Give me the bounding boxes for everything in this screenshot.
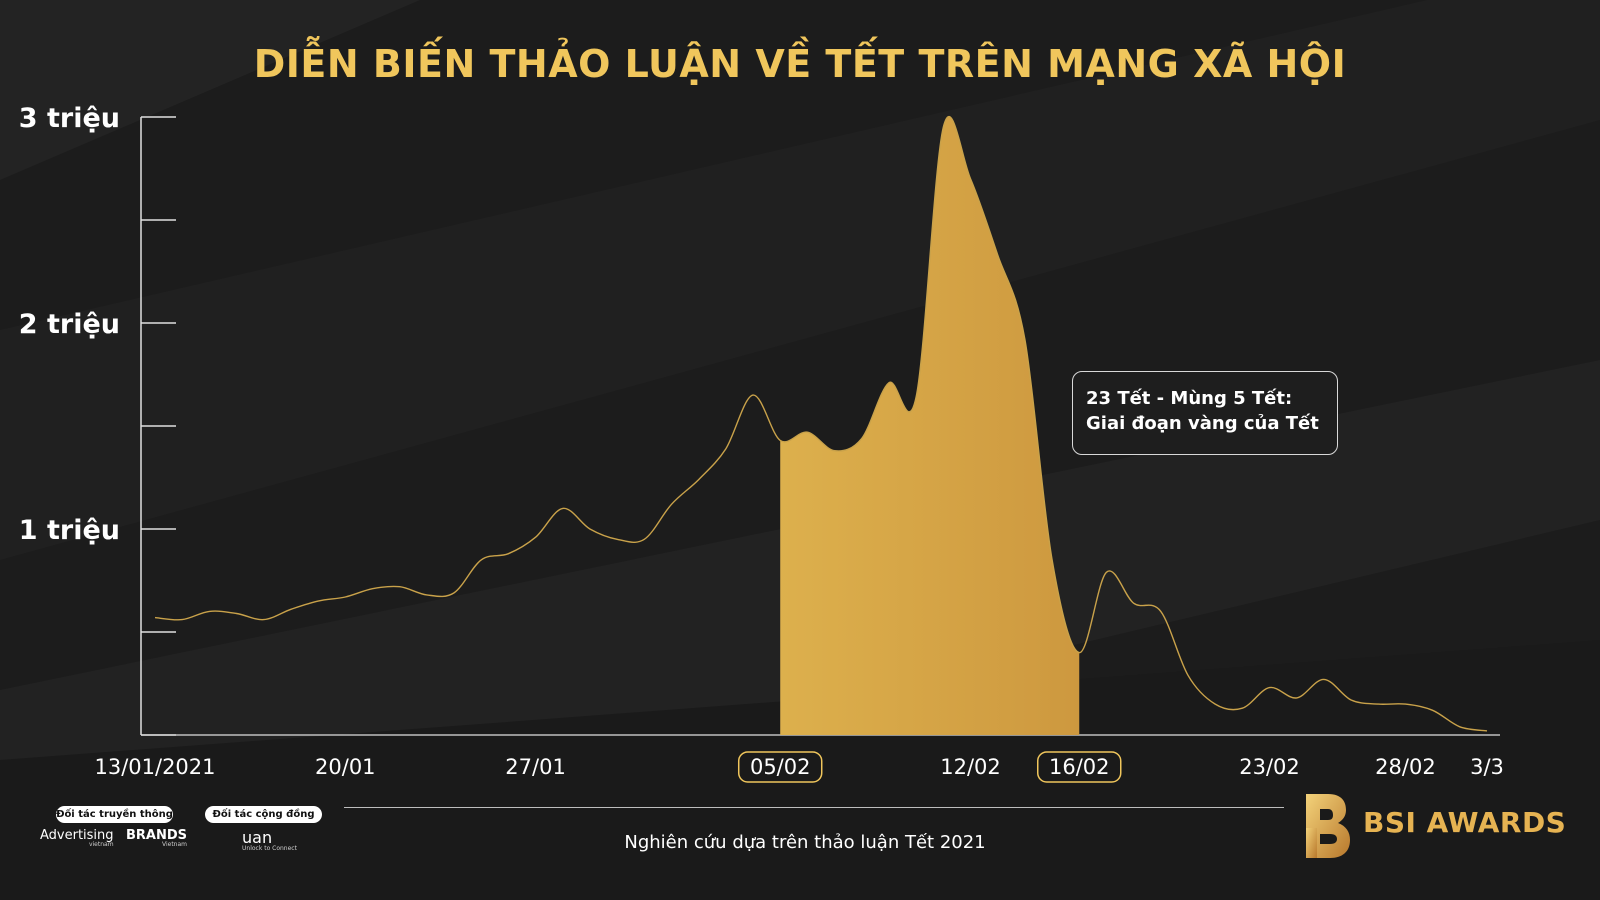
x-tick-label-2: 27/01 [505,755,566,779]
x-tick-label-1: 20/01 [315,755,376,779]
y-tick-label-2: 3 triệu [19,103,120,134]
bsi-logo-mark-icon [1306,794,1350,858]
x-tick-label-7: 28/02 [1375,755,1436,779]
x-tick-label-8: 3/3 [1470,755,1504,779]
x-tick-label-6: 23/02 [1239,755,1300,779]
advertising-logo-sub: vietnam [88,841,114,848]
golden-period-callout: 23 Tết - Mùng 5 Tết: Giai đoạn vàng của … [1072,371,1338,455]
x-axis-labels: 13/01/2021 20/01 27/01 05/02 12/02 16/02 23/02… [94,751,1504,783]
footer-divider [344,807,1284,808]
series-line-layer [154,116,1488,732]
series-line [154,116,1488,732]
x-tick-label-4: 12/02 [940,755,1001,779]
x-tick-label-0: 13/01/2021 [94,755,215,779]
advertising-logo-text: Advertising [40,828,114,843]
golden-period-area [780,116,1080,735]
brands-logo-text: BRANDS [126,828,188,843]
callout-line-2: Giai đoạn vàng của Tết [1086,413,1319,434]
y-axis: 1 triệu 2 triệu 3 triệu [19,103,1500,736]
x-tick-label-5: 16/02 [1049,755,1110,779]
y-tick-label-1: 2 triệu [19,309,120,340]
x-tick-box-5 [1036,751,1122,783]
uan-logo-sub: Unlock to Connect [242,845,297,852]
media-partner-label: Đối tác truyền thông [56,806,173,823]
community-partner-label: Đối tác cộng đồng [205,806,322,823]
y-tick-label-0: 1 triệu [19,515,120,546]
brands-vietnam-logo: BRANDS Vietnam [126,828,187,848]
x-tick-label-3: 05/02 [750,755,811,779]
chart-title: DIỄN BIẾN THẢO LUẬN VỀ TẾT TRÊN MẠNG XÃ … [253,42,1347,86]
highlight-area-layer [780,116,1080,735]
advertising-vietnam-logo: Advertising vietnam [40,828,114,848]
footnote: Nghiên cứu dựa trên thảo luận Tết 2021 [624,832,986,853]
x-tick-box-3 [737,751,823,783]
uan-logo-text: uan [242,828,273,847]
callout-line-1: 23 Tết - Mùng 5 Tết: [1086,388,1293,409]
bsi-awards-wordmark: BSI AWARDS [1363,806,1567,839]
uan-logo: uan Unlock to Connect [242,828,297,852]
brands-logo-sub: Vietnam [162,841,188,848]
